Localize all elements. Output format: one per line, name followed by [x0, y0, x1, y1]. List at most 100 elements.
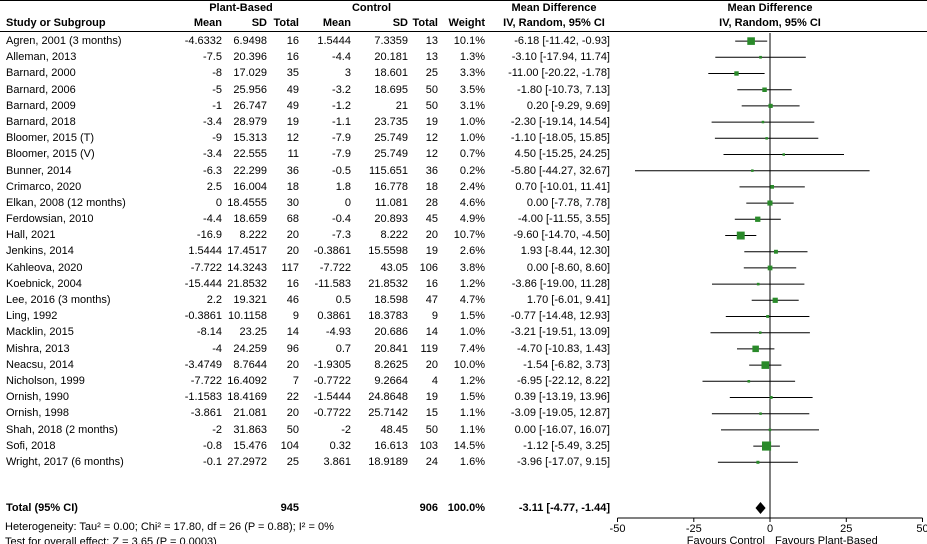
study-row: Ornish, 1990 -1.1583 18.4169 22 -1.5444 24.86…	[0, 389, 620, 405]
control-sd: 7.3359	[374, 35, 408, 47]
study-row: Hall, 2021 -16.9 8.222 20 -7.3 8.222 20 10.7% -9…	[0, 227, 620, 243]
weight: 3.1%	[459, 99, 485, 112]
md-ci-text: -3.10 [-17.94, 11.74]	[511, 51, 610, 64]
weight: 10.1%	[453, 35, 485, 47]
plant-mean: -8	[212, 67, 222, 80]
plant-mean: 2.2	[206, 294, 222, 306]
study-name: Macklin, 2015	[6, 326, 74, 339]
study-name: Barnard, 2009	[6, 99, 76, 112]
control-mean: -0.3861	[313, 245, 351, 258]
plant-total: 36	[286, 164, 299, 177]
plant-sd: 16.4092	[227, 374, 267, 387]
plant-total: 46	[286, 294, 299, 306]
control-mean: -1.1	[332, 115, 351, 128]
effect-square	[756, 282, 760, 286]
study-row: Crimarco, 2020 2.5 16.004 18 1.8 16.778 18 2.4%…	[0, 179, 620, 195]
control-mean: -3.2	[332, 83, 351, 96]
effect-square	[759, 412, 762, 415]
header-group-row: Plant-Based Control Mean Difference	[0, 1, 927, 16]
control-sd: 18.3783	[368, 310, 408, 323]
plant-total: 14	[286, 326, 299, 339]
study-name: Lee, 2016 (3 months)	[6, 294, 111, 306]
control-sd: 18.598	[374, 294, 408, 306]
study-name: Wright, 2017 (6 months)	[6, 455, 124, 468]
plant-total: 16	[286, 51, 299, 64]
plant-total: 22	[286, 391, 299, 404]
study-row: Sofi, 2018 -0.8 15.476 104 0.32 16.613 103 14.5…	[0, 438, 620, 454]
control-total: 106	[419, 261, 438, 274]
plant-sd: 24.259	[233, 342, 267, 355]
plant-total: 96	[286, 342, 299, 355]
effect-square	[756, 460, 760, 464]
weight: 1.5%	[459, 391, 485, 404]
effect-square	[761, 120, 765, 124]
plant-sd: 18.4555	[227, 196, 267, 209]
effect-square	[782, 153, 785, 156]
axis-tick-label: 25	[840, 523, 852, 535]
plant-total: 35	[286, 67, 299, 80]
col-header-control-sd: SD	[392, 17, 408, 29]
study-name: Bunner, 2014	[6, 164, 72, 177]
study-name: Barnard, 2006	[6, 83, 76, 96]
axis-tick-label: -25	[686, 523, 702, 535]
control-mean: -2	[341, 423, 351, 436]
plant-sd: 23.25	[239, 326, 267, 339]
study-name: Bloomer, 2015 (T)	[6, 132, 95, 145]
effect-square	[755, 216, 761, 222]
control-mean: 0.32	[329, 439, 351, 452]
plant-mean: -3.4749	[184, 358, 222, 371]
plant-sd: 31.863	[233, 423, 267, 436]
plant-total: 19	[286, 115, 299, 128]
md-ci-text: 1.70 [-6.01, 9.41]	[526, 294, 610, 306]
md-ci-text: -11.00 [-20.22, -1.78]	[508, 67, 610, 80]
study-row: Nicholson, 1999 -7.722 16.4092 7 -0.7722 9.26…	[0, 373, 620, 389]
plant-sd: 6.9498	[233, 35, 267, 47]
study-name: Koebnick, 2004	[6, 277, 82, 290]
plant-total: 117	[281, 261, 299, 274]
weight: 2.4%	[459, 180, 485, 193]
weight: 0.7%	[459, 148, 485, 161]
table-body: Agren, 2001 (3 months) -4.6332 6.9498 16 1.5…	[0, 33, 620, 470]
md-ci-text: 1.93 [-8.44, 12.30]	[520, 245, 610, 258]
study-name: Elkan, 2008 (12 months)	[6, 196, 126, 209]
control-mean: 0	[344, 196, 351, 209]
plant-mean: -3.4	[203, 148, 222, 161]
effect-square	[761, 361, 770, 369]
study-name: Sofi, 2018	[6, 439, 56, 452]
control-total: 25	[425, 67, 438, 80]
control-mean: 1.5444	[317, 35, 351, 47]
plant-mean: -9	[212, 132, 222, 145]
control-sd: 18.695	[374, 83, 408, 96]
effect-square	[762, 441, 772, 451]
study-name: Alleman, 2013	[6, 51, 77, 64]
weight: 4.7%	[459, 294, 485, 306]
total-row: Total (95% CI) 945 906 100.0% -3.11 [-4.…	[0, 500, 620, 516]
study-row: Bloomer, 2015 (T) -9 15.313 12 -7.9 25.749 12 1…	[0, 130, 620, 146]
plant-sd: 20.396	[233, 51, 267, 64]
control-total: 103	[419, 439, 438, 452]
control-mean: 0.7	[335, 342, 351, 355]
control-sd: 15.5598	[368, 245, 408, 258]
plant-total: 20	[286, 407, 299, 420]
plot-column-title: Mean Difference	[727, 2, 813, 14]
control-mean: -0.4	[332, 213, 351, 226]
plant-sd: 22.299	[233, 164, 267, 177]
plant-total: 49	[286, 99, 299, 112]
total-diamond	[755, 502, 766, 514]
control-sd: 23.735	[374, 115, 408, 128]
control-sd: 21.8532	[368, 277, 408, 290]
favours-right-label: Favours Plant-Based	[775, 535, 878, 544]
control-mean: -7.9	[332, 148, 351, 161]
total-control-n: 906	[419, 502, 438, 514]
study-row: Bloomer, 2015 (V) -3.4 22.555 11 -7.9 25.749 1…	[0, 146, 620, 162]
plant-mean: -2	[212, 423, 222, 436]
weight: 4.9%	[459, 213, 485, 226]
plant-mean: -1.1583	[184, 391, 222, 404]
study-row: Ornish, 1998 -3.861 21.081 20 -0.7722 25.7142…	[0, 405, 620, 421]
control-mean: -4.93	[325, 326, 351, 339]
plant-sd: 22.555	[233, 148, 267, 161]
plant-mean: -3.861	[190, 407, 222, 420]
study-row: Barnard, 2018 -3.4 28.979 19 -1.1 23.735 19 1.0…	[0, 114, 620, 130]
plant-mean: 0	[215, 196, 222, 209]
